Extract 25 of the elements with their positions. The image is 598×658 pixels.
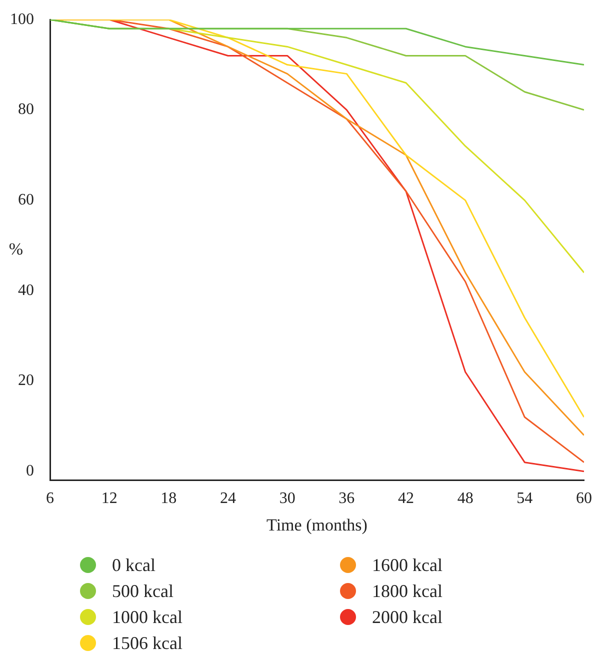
x-tick-label: 48 xyxy=(457,490,474,508)
legend-label: 2000 kcal xyxy=(372,606,442,628)
x-tick-label: 18 xyxy=(160,490,177,508)
x-tick-label: 12 xyxy=(101,490,118,508)
y-tick-label: 60 xyxy=(18,192,34,209)
legend-label: 0 kcal xyxy=(112,554,156,576)
y-tick-label: 20 xyxy=(18,372,34,390)
legend-label: 500 kcal xyxy=(112,580,174,602)
legend-label: 1600 kcal xyxy=(372,554,442,576)
x-tick-label: 42 xyxy=(398,490,414,508)
y-tick-label: 100 xyxy=(10,10,34,28)
legend-label: 1000 kcal xyxy=(112,606,182,628)
x-tick-label: 24 xyxy=(220,490,236,508)
x-axis-title: Time (months) xyxy=(266,515,368,534)
legend-label: 1800 kcal xyxy=(372,580,442,602)
x-tick-label: 36 xyxy=(338,490,355,508)
x-tick-label: 30 xyxy=(279,490,296,508)
legend-label: 1506 kcal xyxy=(112,632,182,654)
x-tick-label: 54 xyxy=(516,490,533,508)
y-tick-label: 0 xyxy=(26,462,34,480)
y-tick-label: 40 xyxy=(18,282,34,299)
x-tick-label: 6 xyxy=(46,490,54,508)
x-tick-label: 60 xyxy=(576,490,592,508)
y-axis-title: % xyxy=(8,239,24,258)
y-tick-label: 80 xyxy=(18,101,34,118)
